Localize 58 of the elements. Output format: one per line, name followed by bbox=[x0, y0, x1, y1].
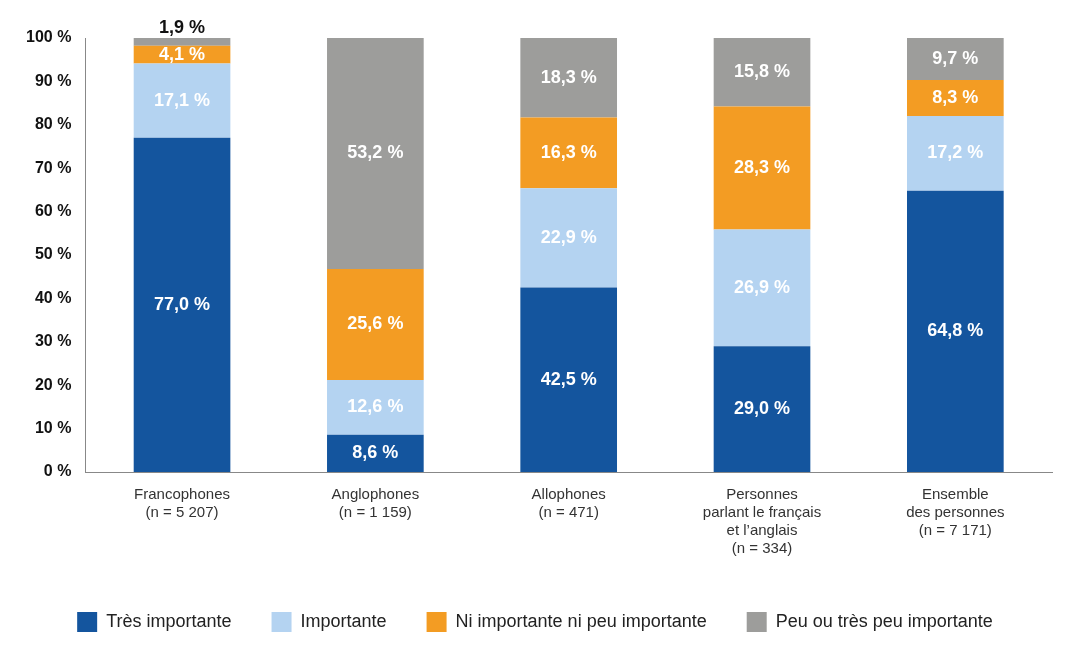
x-tick-label: Personnes parlant le français et l’anglais (n = 334) bbox=[702, 485, 822, 557]
bar bbox=[520, 117, 618, 189]
x-tick-label: Francophones (n = 5 207) bbox=[134, 485, 230, 521]
bar bbox=[713, 106, 811, 230]
data-label: 15,8 % bbox=[733, 61, 791, 82]
bar bbox=[327, 379, 424, 435]
bar bbox=[520, 38, 618, 118]
data-label: 4,1 % bbox=[159, 43, 206, 64]
bar bbox=[713, 38, 811, 107]
bar bbox=[520, 287, 618, 472]
data-label: 28,3 % bbox=[733, 156, 791, 177]
bar bbox=[327, 268, 424, 380]
data-label: 8,3 % bbox=[932, 87, 979, 108]
data-label: 77,0 % bbox=[154, 293, 211, 314]
legend-label: Importante bbox=[300, 610, 387, 631]
data-label: 1,9 % bbox=[159, 16, 206, 37]
data-label: 18,3 % bbox=[540, 66, 597, 87]
y-tick-label: 20 % bbox=[34, 375, 72, 393]
bar bbox=[133, 38, 231, 46]
bar bbox=[907, 80, 1004, 117]
y-tick-label: 60 % bbox=[34, 202, 72, 220]
data-label: 29,0 % bbox=[733, 398, 791, 419]
y-tick-label: 0 % bbox=[43, 462, 72, 480]
bar bbox=[907, 190, 1004, 472]
bar bbox=[907, 116, 1004, 191]
y-tick-label: 30 % bbox=[34, 332, 72, 350]
x-tick-label: Ensemble des personnes (n = 7 171) bbox=[906, 485, 1005, 539]
data-label: 17,2 % bbox=[927, 142, 984, 163]
x-tick-label: Allophones (n = 471) bbox=[531, 485, 606, 521]
data-label: 64,8 % bbox=[927, 320, 984, 341]
y-tick-label: 100 % bbox=[25, 28, 72, 46]
bar bbox=[713, 346, 811, 472]
bar bbox=[520, 188, 618, 288]
y-tick-label: 40 % bbox=[34, 288, 72, 306]
legend-label: Peu ou très peu importante bbox=[775, 610, 993, 631]
data-label: 25,6 % bbox=[347, 313, 404, 334]
data-label: 9,7 % bbox=[932, 48, 979, 69]
y-tick-label: 70 % bbox=[34, 158, 72, 176]
data-label: 12,6 % bbox=[347, 396, 404, 417]
bar bbox=[907, 38, 1004, 81]
bar bbox=[133, 137, 231, 472]
y-tick-label: 10 % bbox=[34, 419, 72, 437]
legend-label: Ni importante ni peu importante bbox=[455, 610, 707, 631]
bar bbox=[327, 38, 424, 269]
bar bbox=[713, 229, 811, 347]
data-label: 26,9 % bbox=[733, 276, 791, 297]
legend-label: Très importante bbox=[106, 610, 232, 631]
data-label: 8,6 % bbox=[352, 442, 399, 463]
data-label: 53,2 % bbox=[347, 142, 404, 163]
data-label: 22,9 % bbox=[540, 226, 597, 247]
data-label: 42,5 % bbox=[540, 368, 597, 389]
y-tick-label: 80 % bbox=[34, 115, 72, 133]
bar bbox=[133, 63, 231, 138]
y-tick-label: 50 % bbox=[34, 245, 72, 263]
x-tick-label: Anglophones (n = 1 159) bbox=[331, 485, 420, 521]
y-tick-label: 90 % bbox=[34, 71, 72, 89]
data-label: 17,1 % bbox=[154, 89, 211, 110]
data-label: 16,3 % bbox=[540, 141, 597, 162]
